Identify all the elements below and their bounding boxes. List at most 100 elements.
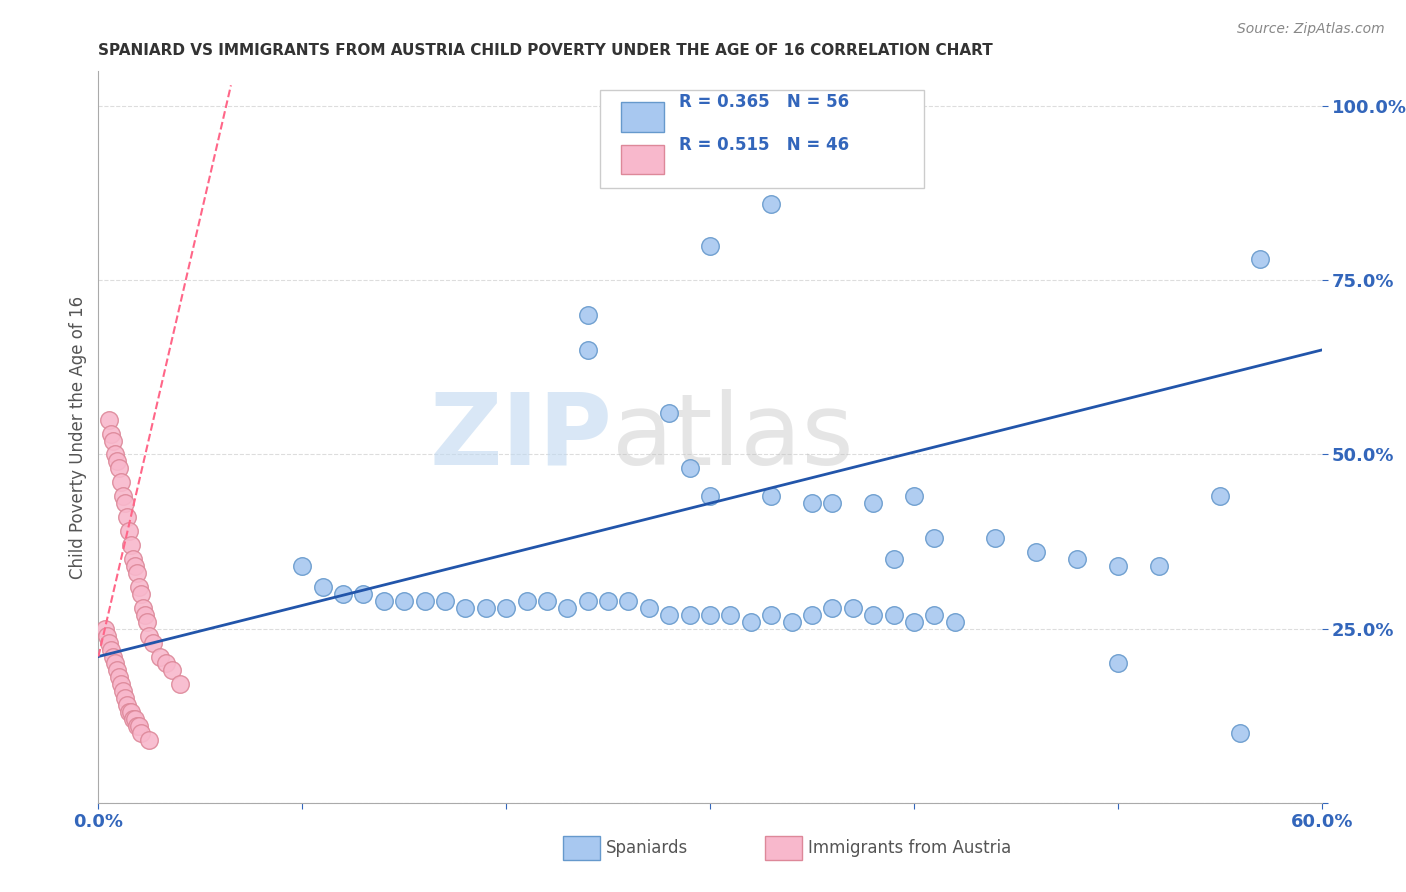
Point (100, 426, 122, 441)
Point (495, 600, 517, 615)
Point (1107, 558, 1129, 573)
Point (658, 406, 681, 420)
Point (108, 670, 131, 684)
Point (637, 600, 661, 615)
Point (104, 448, 127, 462)
Point (555, 600, 579, 615)
Point (352, 587, 374, 601)
Point (96, 629, 118, 643)
FancyBboxPatch shape (765, 837, 801, 860)
Point (108, 461, 131, 475)
Point (718, 607, 742, 622)
Point (373, 594, 395, 608)
Point (740, 615, 762, 629)
Point (93, 622, 115, 636)
Point (127, 566, 149, 580)
Point (111, 684, 134, 698)
Point (129, 587, 152, 601)
Point (124, 558, 146, 573)
Point (110, 677, 132, 691)
Point (699, 489, 721, 503)
Point (101, 434, 124, 448)
Point (679, 461, 702, 475)
Point (142, 635, 165, 649)
Point (841, 600, 863, 615)
Point (122, 552, 145, 566)
Point (474, 600, 498, 615)
Text: SPANIARD VS IMMIGRANTS FROM AUSTRIA CHILD POVERTY UNDER THE AGE OF 16 CORRELATIO: SPANIARD VS IMMIGRANTS FROM AUSTRIA CHIL… (98, 43, 993, 58)
Point (576, 594, 599, 608)
Text: ZIP: ZIP (429, 389, 612, 485)
Point (132, 600, 155, 615)
FancyBboxPatch shape (620, 103, 664, 132)
Text: Spaniards: Spaniards (606, 839, 689, 857)
Point (110, 475, 132, 490)
Point (128, 719, 150, 733)
FancyBboxPatch shape (564, 837, 600, 860)
Point (454, 600, 477, 615)
Point (1147, 558, 1170, 573)
Point (124, 712, 146, 726)
Text: R = 0.365   N = 56: R = 0.365 N = 56 (679, 94, 849, 112)
Point (136, 615, 159, 629)
FancyBboxPatch shape (600, 90, 924, 188)
Point (291, 558, 314, 573)
Point (97, 635, 120, 649)
Point (105, 664, 128, 678)
Point (761, 607, 783, 622)
Point (780, 615, 803, 629)
Point (128, 580, 150, 594)
Point (127, 719, 149, 733)
Point (801, 607, 824, 622)
Point (883, 607, 905, 622)
Point (943, 615, 966, 629)
Point (312, 580, 335, 594)
Point (516, 594, 538, 608)
Point (122, 712, 145, 726)
Point (392, 594, 416, 608)
Point (801, 496, 824, 510)
FancyBboxPatch shape (620, 145, 664, 174)
Point (434, 594, 457, 608)
Point (120, 705, 142, 719)
Point (903, 489, 925, 503)
Point (1209, 489, 1232, 503)
Point (129, 726, 152, 740)
Point (118, 705, 141, 719)
Point (100, 642, 122, 657)
Point (118, 524, 141, 538)
Point (101, 649, 124, 664)
Point (332, 587, 354, 601)
Point (761, 196, 783, 211)
Point (134, 607, 156, 622)
Point (111, 489, 134, 503)
Point (922, 607, 945, 622)
Text: R = 0.515   N = 46: R = 0.515 N = 46 (679, 136, 849, 153)
Point (821, 496, 844, 510)
Point (1107, 657, 1129, 671)
Point (598, 594, 620, 608)
Point (576, 343, 599, 357)
Point (536, 594, 558, 608)
Point (1066, 552, 1088, 566)
Point (104, 657, 127, 671)
Point (105, 454, 128, 468)
Point (1249, 252, 1271, 267)
Y-axis label: Child Poverty Under the Age of 16: Child Poverty Under the Age of 16 (69, 295, 87, 579)
Point (761, 489, 783, 503)
Point (149, 649, 172, 664)
Point (97, 412, 120, 426)
Point (699, 238, 721, 252)
Point (658, 607, 681, 622)
Point (114, 496, 136, 510)
Point (138, 733, 160, 747)
Point (1229, 726, 1251, 740)
Point (120, 538, 142, 552)
Point (1025, 545, 1047, 559)
Point (413, 594, 436, 608)
Point (984, 531, 1007, 545)
Text: atlas: atlas (612, 389, 853, 485)
Point (862, 607, 884, 622)
Point (922, 531, 945, 545)
Point (617, 594, 640, 608)
